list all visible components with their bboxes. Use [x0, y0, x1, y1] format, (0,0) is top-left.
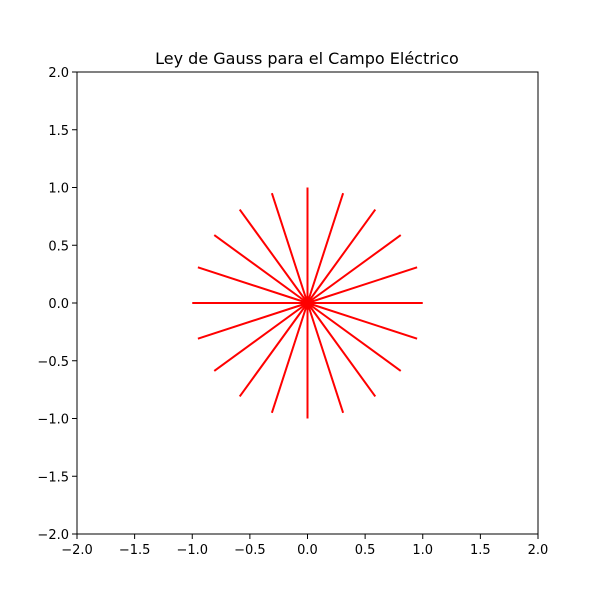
- y-tick-label: −1.5: [37, 470, 69, 485]
- y-tick-label: 1.5: [48, 124, 69, 139]
- x-axis: −2.0 −1.5 −1.0 −0.5 0.0 0.5 1.0 1.5 2.0: [61, 534, 548, 558]
- x-tick-label: 0.5: [355, 543, 376, 558]
- x-tick-label: −1.0: [176, 543, 208, 558]
- y-tick-label: −0.5: [37, 355, 69, 370]
- field-line-7: [238, 208, 309, 304]
- x-tick-label: −1.5: [119, 543, 151, 558]
- x-tick-label: 1.0: [412, 543, 433, 558]
- y-tick-label: 0.0: [48, 297, 69, 312]
- y-tick-label: 1.0: [48, 182, 69, 197]
- field-line-18: [306, 302, 402, 372]
- x-tick-label: 1.5: [470, 543, 491, 558]
- field-line-14: [270, 302, 309, 414]
- field-line-3: [306, 208, 377, 304]
- field-line-2: [306, 234, 402, 304]
- field-line-11: [197, 302, 308, 340]
- x-tick-label: −2.0: [61, 543, 93, 558]
- field-line-9: [197, 266, 308, 304]
- field-line-8: [213, 234, 309, 304]
- chart-title: Ley de Gauss para el Campo Eléctrico: [155, 49, 459, 68]
- field-line-17: [306, 302, 377, 398]
- y-tick-label: −2.0: [37, 528, 69, 543]
- field-line-1: [307, 266, 418, 304]
- y-tick-label: −1.0: [37, 413, 69, 428]
- field-line-19: [307, 302, 418, 340]
- field-line-13: [238, 302, 309, 398]
- field-line-6: [270, 192, 309, 304]
- x-tick-label: −0.5: [234, 543, 266, 558]
- y-tick-label: 2.0: [48, 66, 69, 81]
- x-tick-label: 2.0: [528, 543, 549, 558]
- x-tick-label: 0.0: [297, 543, 318, 558]
- y-axis: −2.0 −1.5 −1.0 −0.5 0.0 0.5 1.0 1.5 2.0: [37, 66, 77, 543]
- field-lines: [192, 187, 423, 419]
- field-line-12: [213, 302, 309, 372]
- field-line-16: [306, 302, 345, 414]
- field-line-4: [306, 192, 345, 304]
- y-tick-label: 0.5: [48, 239, 69, 254]
